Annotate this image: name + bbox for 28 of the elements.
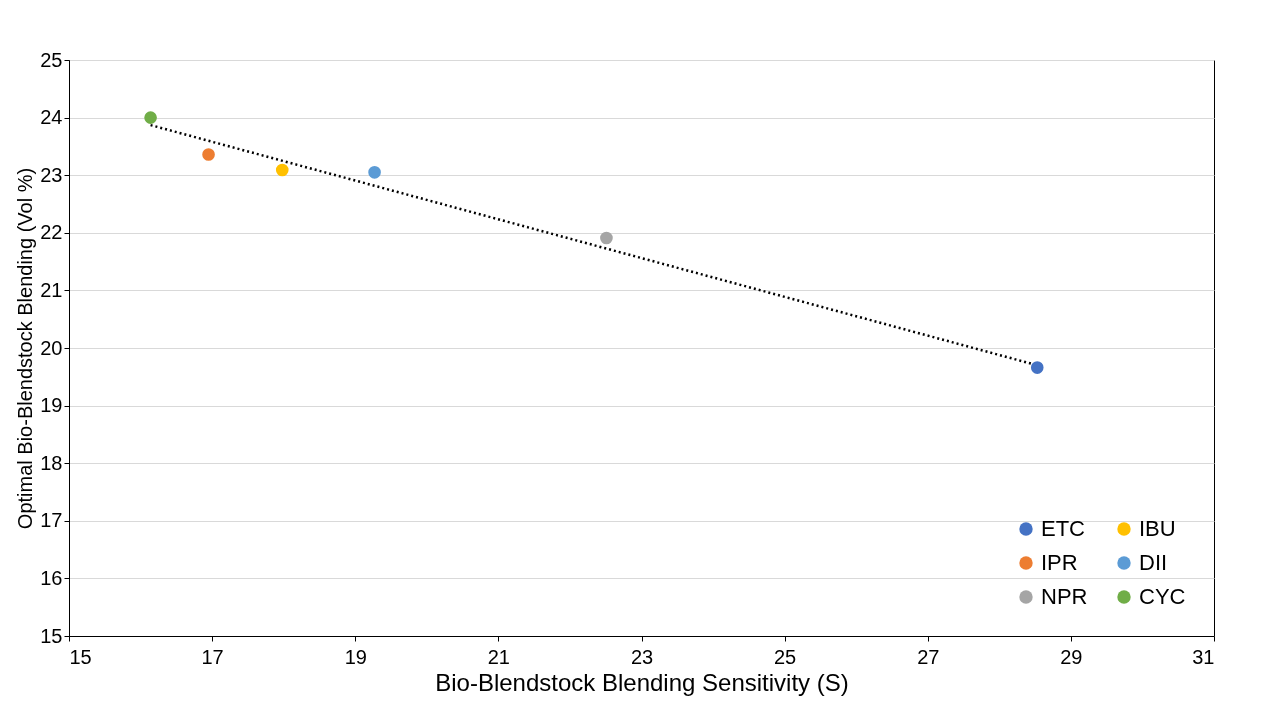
y-tick-label: 17 — [40, 509, 63, 532]
legend-label: IPR — [1041, 550, 1078, 575]
y-tick-label: 18 — [40, 451, 63, 474]
y-tick-label: 25 — [40, 48, 63, 71]
x-tick-label: 15 — [69, 645, 92, 668]
y-tick-label: 24 — [40, 106, 63, 129]
legend-label: IBU — [1139, 516, 1176, 541]
y-tick-label: 19 — [40, 394, 63, 417]
y-tick-label: 23 — [40, 163, 63, 186]
legend-label: DII — [1139, 550, 1168, 575]
legend-label: CYC — [1139, 584, 1186, 609]
y-tick-label: 22 — [40, 221, 63, 244]
x-tick-label: 29 — [1060, 645, 1083, 668]
y-axis-title: Optimal Bio-Blendstock Blending (Vol %) — [14, 167, 37, 530]
y-tick-label: 15 — [40, 624, 63, 647]
x-tick-label: 23 — [630, 645, 654, 668]
y-tick-label: 20 — [40, 336, 63, 359]
x-tick-label: 19 — [344, 645, 367, 668]
y-tick-label: 21 — [40, 278, 63, 301]
legend-label: ETC — [1041, 516, 1086, 541]
x-tick-label: 31 — [1192, 645, 1215, 668]
x-tick-label: 21 — [487, 645, 510, 668]
x-tick-label: 17 — [201, 645, 224, 668]
legend-label: NPR — [1041, 584, 1088, 609]
x-tick-label: 27 — [917, 645, 940, 668]
x-axis-title: Bio-Blendstock Blending Sensitivity (S) — [435, 668, 849, 696]
x-tick-label: 25 — [774, 645, 797, 668]
y-tick-label: 16 — [40, 566, 63, 589]
